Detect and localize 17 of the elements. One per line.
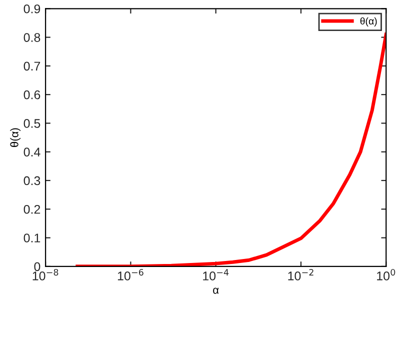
y-tick-label: 0.3 — [24, 176, 40, 186]
y-tick-label: 0.9 — [24, 4, 40, 14]
legend-label: θ(α) — [360, 17, 377, 26]
y-tick-label: 0.6 — [24, 90, 40, 100]
y-tick-label: 0 — [34, 262, 40, 272]
x-tick-label: 10$^{−2}$ — [288, 268, 314, 280]
x-tick-label: 10$^{−6}$ — [118, 268, 144, 280]
x-axis-title: α — [213, 288, 219, 294]
y-tick-label: 0.7 — [24, 62, 40, 71]
y-tick-label: 0.4 — [24, 148, 40, 157]
x-tick-label: 10$^{0}$ — [377, 268, 396, 280]
y-tick-label: 0.8 — [24, 33, 40, 42]
y-tick-label: 0.2 — [24, 204, 40, 214]
y-axis-title: θ(α) — [10, 128, 21, 147]
y-tick-label: 0.5 — [24, 119, 40, 128]
y-tick-label: 0.1 — [24, 234, 40, 242]
x-tick-label: 10$^{−4}$ — [203, 269, 229, 280]
